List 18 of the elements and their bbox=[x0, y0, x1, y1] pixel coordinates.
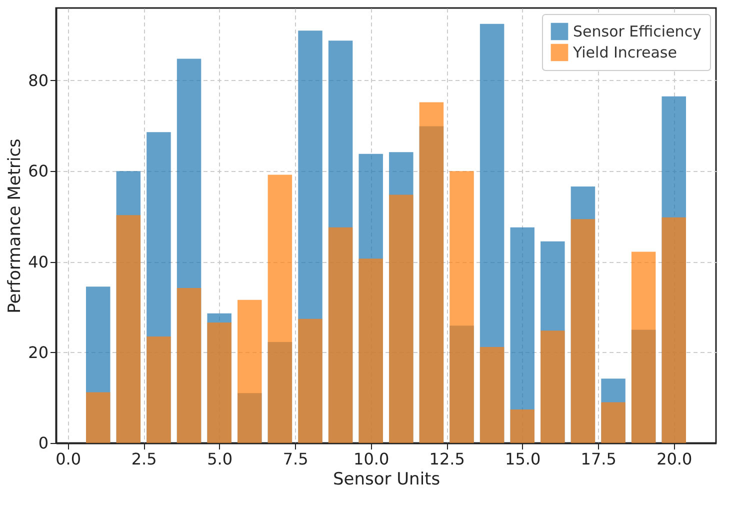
x-tick-label: 10.0 bbox=[354, 450, 390, 468]
x-axis-title: Sensor Units bbox=[332, 470, 440, 490]
y-tick-label: 20 bbox=[28, 342, 48, 362]
x-tick-label: 15.0 bbox=[505, 450, 541, 468]
y-tick-label: 0 bbox=[38, 434, 48, 452]
x-tick-label: 17.5 bbox=[580, 450, 616, 468]
y-tick-label: 80 bbox=[28, 71, 48, 90]
y-axis-title: Performance Metrics bbox=[5, 138, 26, 314]
x-tick-label: 7.5 bbox=[282, 450, 308, 468]
y-tick-label: 60 bbox=[28, 162, 48, 181]
x-tick-label: 0.0 bbox=[56, 450, 82, 468]
legend-label: Sensor Efficiency bbox=[573, 22, 702, 40]
y-tick-label: 40 bbox=[28, 252, 48, 272]
x-tick-label: 2.5 bbox=[131, 450, 157, 468]
x-tick-label: 12.5 bbox=[429, 450, 465, 468]
x-tick-label: 5.0 bbox=[207, 450, 233, 468]
legend-label: Yield Increase bbox=[572, 44, 677, 62]
x-tick-label: 20.0 bbox=[656, 450, 692, 468]
